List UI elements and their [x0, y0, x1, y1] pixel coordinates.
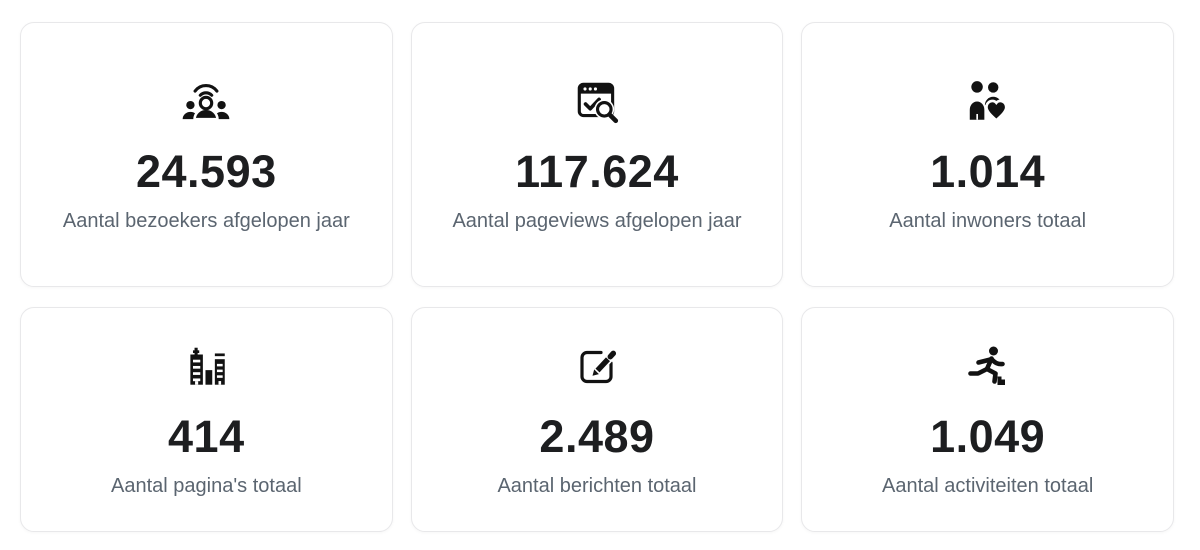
stat-value: 1.014	[930, 145, 1046, 197]
browser-search-icon	[571, 73, 623, 131]
stat-card-inwoners: 1.014 Aantal inwoners totaal	[801, 22, 1174, 287]
stat-value: 414	[168, 410, 245, 462]
people-heart-icon	[963, 73, 1013, 131]
stat-card-berichten: 2.489 Aantal berichten totaal	[410, 307, 784, 532]
stat-card-paginas: 414 Aantal pagina's totaal	[20, 307, 393, 532]
stat-label: Aantal inwoners totaal	[889, 210, 1087, 233]
edit-pen-icon	[573, 338, 621, 396]
stat-value: 2.489	[539, 410, 655, 462]
running-person-icon	[964, 338, 1012, 396]
stat-card-pageviews: 117.624 Aantal pageviews afgelopen jaar	[410, 22, 784, 287]
buildings-icon	[181, 338, 231, 396]
stat-label: Aantal activiteiten totaal	[882, 475, 1094, 498]
stat-label: Aantal bezoekers afgelopen jaar	[62, 210, 350, 233]
stat-value: 117.624	[515, 145, 679, 197]
stat-label: Aantal pagina's totaal	[111, 475, 302, 498]
visitors-broadcast-icon	[179, 73, 233, 131]
stat-label: Aantal berichten totaal	[497, 475, 697, 498]
stat-card-activiteiten: 1.049 Aantal activiteiten totaal	[801, 307, 1174, 532]
stat-card-bezoekers: 24.593 Aantal bezoekers afgelopen jaar	[20, 22, 393, 287]
stat-value: 1.049	[930, 410, 1046, 462]
stat-value: 24.593	[136, 145, 277, 197]
stat-label: Aantal pageviews afgelopen jaar	[452, 210, 742, 233]
